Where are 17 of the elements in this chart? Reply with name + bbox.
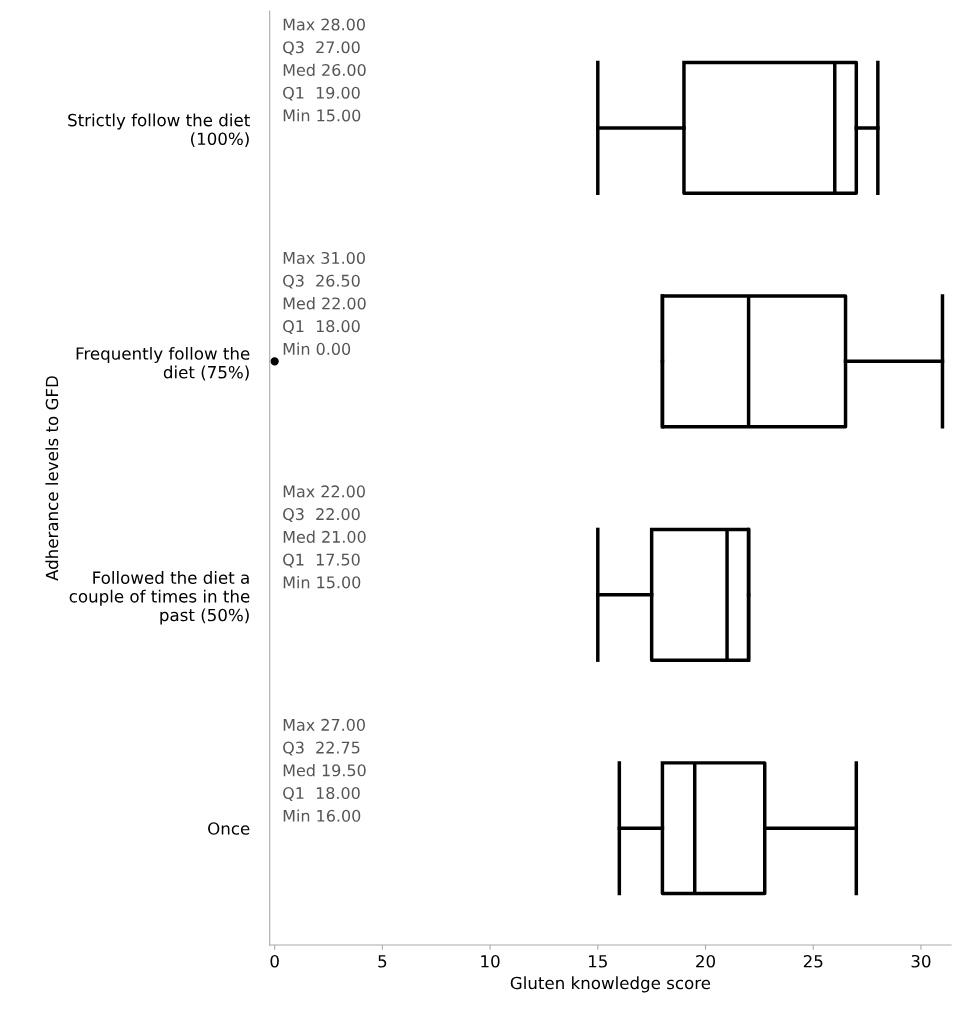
y-tick-label: Once <box>208 822 250 835</box>
y-tick-label: Followed the diet a couple of times in the past (50%) <box>69 571 250 625</box>
annotation: Max 31.00 Q3 26.50 Med 22.00 Q1 18.00 Min 0.00 <box>283 251 366 355</box>
x-tick-label: 5 <box>378 955 387 968</box>
y-axis-title: Adherance levels to GFD <box>45 376 59 581</box>
annotation: Max 22.00 Q3 22.00 Med 21.00 Q1 17.50 Min 15.00 <box>283 485 366 589</box>
x-tick-label: 25 <box>803 954 823 968</box>
annotation: Max 28.00 Q3 27.00 Med 26.00 Q1 19.00 Min 15.00 <box>283 18 366 122</box>
x-tick-label: 20 <box>696 954 715 968</box>
annotation: Max 27.00 Q3 22.75 Med 19.50 Q1 18.00 Min 16.00 <box>283 718 366 822</box>
y-tick-label: Strictly follow the diet (100%) <box>68 113 250 148</box>
x-tick-label: 15 <box>589 955 607 968</box>
x-axis-title: Gluten knowledge score <box>510 976 711 993</box>
x-tick-label: 0 <box>270 954 279 968</box>
x-tick-label: 10 <box>481 954 500 968</box>
y-tick-label: Frequently follow the diet (75%) <box>76 346 250 381</box>
x-tick-label: 30 <box>911 954 931 968</box>
